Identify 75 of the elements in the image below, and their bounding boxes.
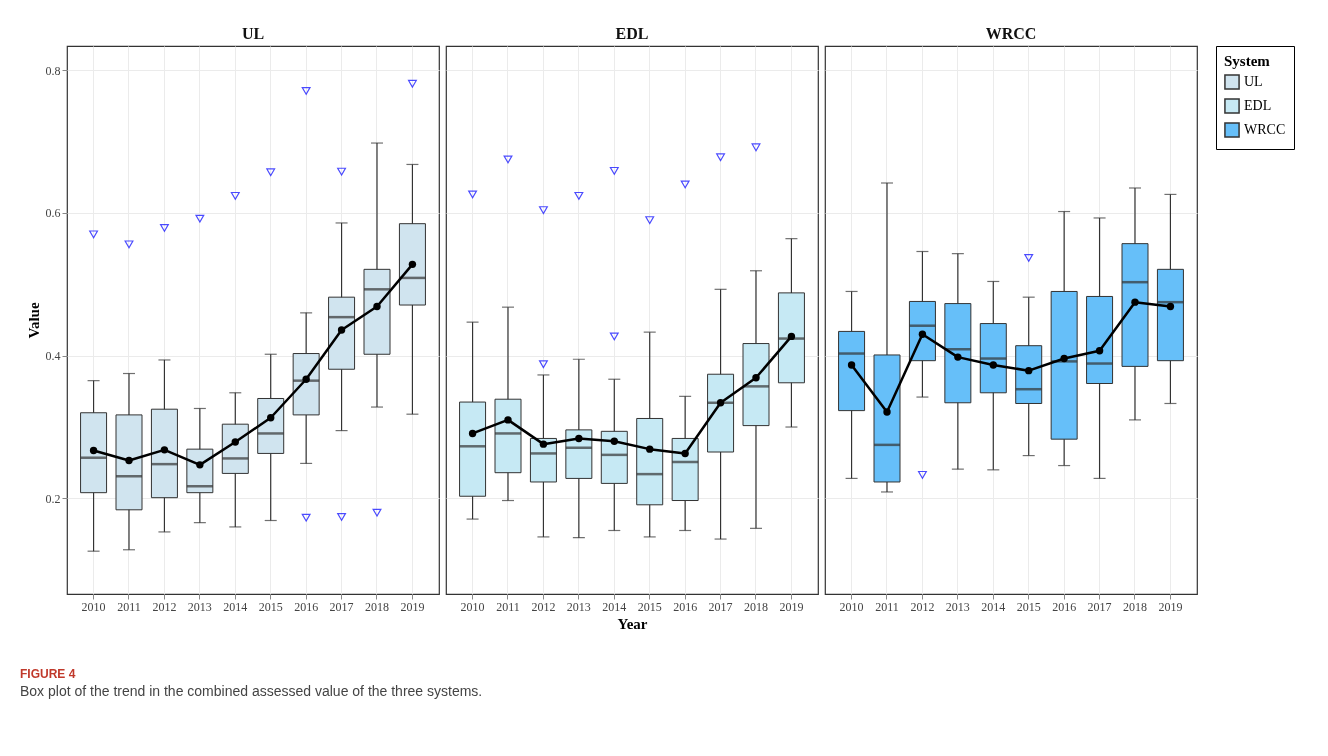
point xyxy=(267,414,275,422)
x-tick-label: 2012 xyxy=(152,599,177,614)
x-tick-label: 2010 xyxy=(81,599,106,614)
point xyxy=(989,361,997,369)
legend-label: UL xyxy=(1244,74,1263,89)
x-tick-label: 2015 xyxy=(258,599,283,614)
x-axis-title: Year xyxy=(617,615,648,632)
point xyxy=(918,330,927,338)
point xyxy=(575,434,583,443)
x-tick-label: 2013 xyxy=(945,599,970,614)
point xyxy=(408,260,417,269)
point xyxy=(337,326,346,334)
point xyxy=(373,302,381,311)
x-tick-label: 2016 xyxy=(294,599,319,614)
text: Box plot of the trend in the combined assessed value of the three systems. xyxy=(20,683,484,699)
x-tick-label: 2011 xyxy=(875,599,899,614)
point xyxy=(89,446,98,455)
x-tick-label: 2016 xyxy=(1052,599,1077,614)
point xyxy=(646,445,654,453)
point xyxy=(160,446,169,454)
x-tick-label: 2018 xyxy=(744,599,768,614)
point xyxy=(125,456,133,465)
y-tick-label: 0.4 xyxy=(45,349,61,364)
x-tick-label: 2017 xyxy=(1087,599,1112,614)
x-tick-label: 2011 xyxy=(117,599,141,614)
y-axis-title: Value xyxy=(25,302,42,339)
y-tick-label: 0.8 xyxy=(45,63,61,78)
x-tick-label: 2015 xyxy=(1016,599,1041,614)
chart-title: EDL xyxy=(615,25,649,42)
point xyxy=(504,416,512,424)
x-tick-label: 2010 xyxy=(839,599,864,614)
x-tick-label: 2016 xyxy=(673,599,698,614)
x-tick-label: 2015 xyxy=(637,599,662,614)
x-tick-label: 2013 xyxy=(187,599,212,614)
x-tick-label: 2018 xyxy=(1123,599,1147,614)
x-tick-label: 2014 xyxy=(981,599,1006,614)
caption: FIGURE 4 xyxy=(20,667,77,681)
chart-title: WRCC xyxy=(985,25,1037,42)
x-tick-label: 2014 xyxy=(223,599,248,614)
point xyxy=(1060,354,1068,363)
point xyxy=(1166,302,1175,311)
point xyxy=(1025,366,1033,375)
point xyxy=(787,332,796,341)
point xyxy=(716,399,725,407)
point xyxy=(1131,298,1139,306)
text: EDL xyxy=(1244,98,1272,113)
point xyxy=(883,408,891,416)
y-tick-label: 0.6 xyxy=(45,206,61,221)
x-tick-label: 2011 xyxy=(496,599,520,614)
x-tick-label: 2018 xyxy=(365,599,389,614)
point xyxy=(752,374,760,382)
legend-label: WRCC xyxy=(1244,122,1286,137)
x-tick-label: 2010 xyxy=(460,599,485,614)
x-tick-label: 2019 xyxy=(1158,599,1183,614)
point xyxy=(1095,346,1104,355)
y-tick-label: 0.2 xyxy=(45,491,61,506)
x-tick-label: 2012 xyxy=(531,599,556,614)
x-tick-label: 2019 xyxy=(779,599,804,614)
point xyxy=(468,429,477,438)
chart-title: UL xyxy=(241,25,265,42)
point xyxy=(302,375,310,383)
x-tick-label: 2019 xyxy=(400,599,425,614)
point xyxy=(231,438,239,446)
x-tick-label: 2017 xyxy=(329,599,354,614)
x-tick-label: 2017 xyxy=(708,599,733,614)
x-tick-label: 2013 xyxy=(566,599,591,614)
point xyxy=(681,449,689,458)
point xyxy=(847,361,856,369)
point xyxy=(196,461,204,469)
point xyxy=(954,353,962,361)
x-tick-label: 2012 xyxy=(910,599,935,614)
x-tick-label: 2014 xyxy=(602,599,627,614)
point xyxy=(539,440,548,448)
legend-title: System xyxy=(1224,53,1271,69)
point xyxy=(610,437,618,445)
